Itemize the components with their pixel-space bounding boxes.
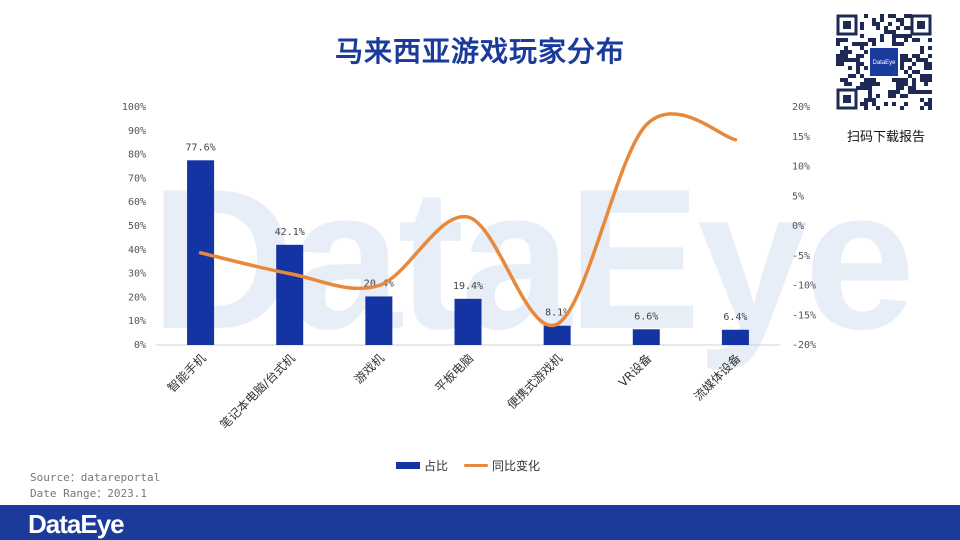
y-right-tick-label: -5% xyxy=(792,251,810,262)
y-right-tick-label: 5% xyxy=(792,191,804,202)
qr-download-label[interactable]: 扫码下载报告 xyxy=(846,130,925,145)
y-left-tick-label: 40% xyxy=(128,245,146,256)
x-category-label: 流媒体设备 xyxy=(691,351,743,403)
y-left-tick-label: 90% xyxy=(128,126,146,137)
legend-item-line: 同比变化 xyxy=(464,457,540,474)
x-category-label: 笔记本电脑/台式机 xyxy=(216,351,297,432)
y-right-tick-label: -10% xyxy=(792,281,816,292)
bar xyxy=(454,298,482,345)
chart-title: 马来西亚游戏玩家分布 xyxy=(334,35,625,68)
date-range-line: Date Range：2023.1 xyxy=(30,487,147,500)
y-left-tick-label: 50% xyxy=(128,221,146,232)
y-right-tick-label: 20% xyxy=(792,102,810,113)
bar xyxy=(365,296,393,345)
brand-logo: DataEye xyxy=(28,509,125,539)
x-category-label: 游戏机 xyxy=(352,351,387,386)
x-category-label: 便携式游戏机 xyxy=(504,351,566,413)
y-right-tick-label: 10% xyxy=(792,162,810,173)
y-left-tick-label: 0% xyxy=(134,340,146,351)
qr-logo-text: DataEye xyxy=(872,60,896,66)
bar xyxy=(543,325,571,345)
y-left-tick-label: 80% xyxy=(128,150,146,161)
x-category-label: 智能手机 xyxy=(164,351,209,396)
y-left-tick-label: 30% xyxy=(128,269,146,280)
legend-swatch-bar xyxy=(396,462,420,469)
bar-data-label: 6.4% xyxy=(723,312,747,323)
y-left-tick-label: 70% xyxy=(128,173,146,184)
bar-data-label: 8.1% xyxy=(545,308,569,319)
y-left-tick-label: 60% xyxy=(128,197,146,208)
legend-item-bar: 占比 xyxy=(396,457,448,474)
series-line xyxy=(198,112,738,328)
y-left-tick-label: 20% xyxy=(128,292,146,303)
y-right-tick-label: 0% xyxy=(792,221,804,232)
y-right-tick-label: -20% xyxy=(792,340,816,351)
source-note: Source：datareportal Date Range：2023.1 xyxy=(30,470,160,502)
y-left-tick-label: 100% xyxy=(122,102,146,113)
legend: 占比 同比变化 xyxy=(396,457,540,474)
legend-label-line: 同比变化 xyxy=(492,459,541,473)
legend-swatch-line xyxy=(464,464,489,467)
y-right-tick-label: 15% xyxy=(792,132,810,143)
bar-data-label: 42.1% xyxy=(275,227,305,238)
footer-bar: DataEye xyxy=(0,505,960,540)
bar xyxy=(276,244,304,345)
qr-code[interactable]: DataEye xyxy=(836,14,932,110)
y-right-tick-label: -15% xyxy=(792,310,816,321)
bar-data-label: 77.6% xyxy=(186,142,216,153)
bar xyxy=(632,329,660,345)
bar-data-label: 19.4% xyxy=(453,281,483,292)
x-category-label: VR设备 xyxy=(616,351,655,390)
legend-label-bar: 占比 xyxy=(424,459,449,473)
y-left-tick-label: 10% xyxy=(128,316,146,327)
x-category-label: 平板电脑 xyxy=(432,351,476,395)
bar xyxy=(721,329,749,345)
bar-data-label: 6.6% xyxy=(634,311,658,322)
chart: 0% 10% 20% 30% 40% 50% 60% 70% 80% 90% 100% -20% -15… xyxy=(122,102,816,432)
source-line: Source：datareportal xyxy=(30,471,161,484)
